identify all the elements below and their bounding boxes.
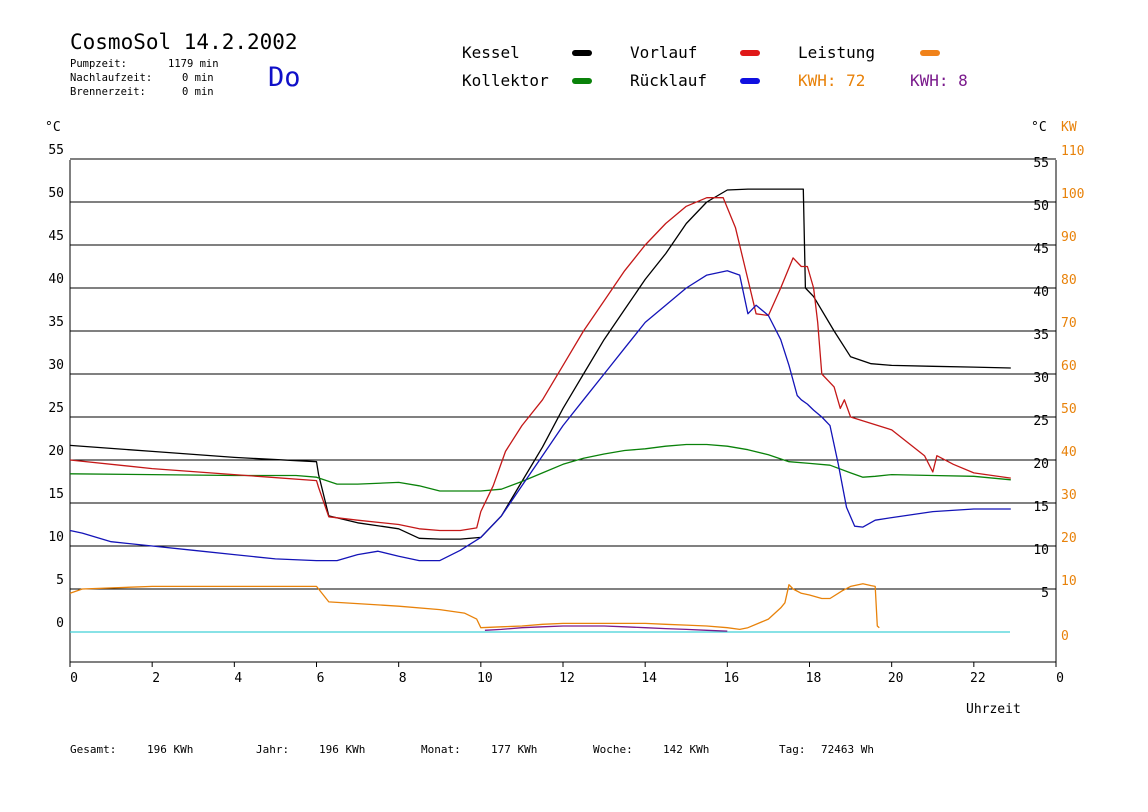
series-line-kwh2 bbox=[484, 625, 728, 632]
stat-label-nachlaufzeit: Nachlaufzeit: bbox=[70, 72, 153, 84]
y-tick-label-right-10: 50 bbox=[1033, 199, 1049, 214]
series-line-leistung bbox=[69, 583, 880, 631]
y-tick-label-11: 55 bbox=[48, 143, 64, 158]
x-tick-label-8: 16 bbox=[724, 671, 740, 686]
stat-value-brennerzeit: 0 min bbox=[182, 86, 214, 98]
legend-swatch-leistung bbox=[920, 50, 940, 56]
footer-tag-value: 72463 Wh bbox=[821, 743, 874, 756]
y2-tick-label-0: 0 bbox=[1061, 629, 1069, 644]
x-tick-label-7: 14 bbox=[641, 671, 657, 686]
footer-gesamt-label: Gesamt: bbox=[70, 743, 117, 756]
page-title: CosmoSol 14.2.2002 bbox=[70, 30, 298, 54]
y-tick-label-right-3: 15 bbox=[1033, 500, 1049, 515]
legend-swatch-ruecklauf bbox=[740, 78, 760, 84]
y2-tick-label-8: 80 bbox=[1061, 273, 1077, 288]
x-tick-label-2: 4 bbox=[234, 671, 242, 686]
legend-label-leistung: Leistung bbox=[798, 43, 876, 62]
legend-swatch-vorlauf bbox=[740, 50, 760, 56]
series-line-vorlauf bbox=[69, 197, 1011, 532]
y-axis-unit-right: °C bbox=[1031, 120, 1047, 135]
weekday-label: Do bbox=[268, 62, 301, 93]
y-tick-label-8: 40 bbox=[48, 272, 64, 287]
y-tick-label-7: 35 bbox=[48, 315, 64, 330]
footer-monat-label: Monat: bbox=[421, 743, 461, 756]
y2-tick-label-2: 20 bbox=[1061, 531, 1077, 546]
x-axis-label: Uhrzeit bbox=[966, 702, 1021, 717]
legend-label-kessel: Kessel bbox=[462, 43, 520, 62]
y-tick-label-right-6: 30 bbox=[1033, 371, 1049, 386]
x-tick-label-9: 18 bbox=[806, 671, 822, 686]
footer-gesamt-value: 196 KWh bbox=[147, 743, 194, 756]
legend-kwh-leistung: KWH: 72 bbox=[798, 71, 866, 90]
y-tick-label-right-2: 10 bbox=[1033, 543, 1049, 558]
legend-label-vorlauf: Vorlauf bbox=[630, 43, 698, 62]
legend-swatch-kollektor bbox=[572, 78, 592, 84]
footer-monat-value: 177 KWh bbox=[491, 743, 538, 756]
legend-label-ruecklauf: Rücklauf bbox=[630, 71, 708, 90]
y-tick-label-right-8: 40 bbox=[1033, 285, 1049, 300]
stat-label-pumpzeit: Pumpzeit: bbox=[70, 58, 127, 70]
x-tick-label-10: 20 bbox=[888, 671, 904, 686]
series-line-ruecklauf bbox=[69, 270, 1011, 562]
y-tick-label-6: 30 bbox=[48, 358, 64, 373]
legend-label-kollektor: Kollektor bbox=[462, 71, 549, 90]
y2-axis-unit-right: KW bbox=[1061, 120, 1077, 135]
x-tick-label-5: 10 bbox=[477, 671, 493, 686]
y2-tick-label-10: 100 bbox=[1061, 187, 1084, 202]
legend-kwh-secondary: KWH: 8 bbox=[910, 71, 968, 90]
footer-jahr-label: Jahr: bbox=[256, 743, 290, 756]
y2-tick-label-5: 50 bbox=[1061, 402, 1077, 417]
y-tick-label-1: 5 bbox=[56, 573, 64, 588]
series-line-kessel bbox=[69, 188, 1011, 540]
y-tick-label-right-9: 45 bbox=[1033, 242, 1049, 257]
stat-value-pumpzeit: 1179 min bbox=[168, 58, 219, 70]
footer-jahr-value: 196 KWh bbox=[319, 743, 366, 756]
y2-tick-label-4: 40 bbox=[1061, 445, 1077, 460]
y2-tick-label-1: 10 bbox=[1061, 574, 1077, 589]
y2-tick-label-11: 110 bbox=[1061, 144, 1084, 159]
series-line-kollektor bbox=[69, 443, 1011, 492]
y-tick-label-5: 25 bbox=[48, 401, 64, 416]
y2-tick-label-6: 60 bbox=[1061, 359, 1077, 374]
y-tick-label-2: 10 bbox=[48, 530, 64, 545]
x-tick-label-11: 22 bbox=[970, 671, 986, 686]
x-tick-label-1: 2 bbox=[152, 671, 160, 686]
x-tick-label-4: 8 bbox=[399, 671, 407, 686]
x-tick-label-12: 0 bbox=[1056, 671, 1064, 686]
y2-tick-label-9: 90 bbox=[1061, 230, 1077, 245]
y-tick-label-right-4: 20 bbox=[1033, 457, 1049, 472]
y2-tick-label-3: 30 bbox=[1061, 488, 1077, 503]
y-axis-unit-left: °C bbox=[45, 120, 61, 135]
y-tick-label-right-7: 35 bbox=[1033, 328, 1049, 343]
y-tick-label-3: 15 bbox=[48, 487, 64, 502]
footer-woche-value: 142 KWh bbox=[663, 743, 710, 756]
y-tick-label-10: 50 bbox=[48, 186, 64, 201]
y2-tick-label-7: 70 bbox=[1061, 316, 1077, 331]
y-tick-label-9: 45 bbox=[48, 229, 64, 244]
y-tick-label-right-1: 5 bbox=[1041, 586, 1049, 601]
y-tick-label-right-5: 25 bbox=[1033, 414, 1049, 429]
footer-woche-label: Woche: bbox=[593, 743, 633, 756]
y-tick-label-0: 0 bbox=[56, 616, 64, 631]
footer-tag-label: Tag: bbox=[779, 743, 806, 756]
stat-label-brennerzeit: Brennerzeit: bbox=[70, 86, 146, 98]
y-tick-label-right-11: 55 bbox=[1033, 156, 1049, 171]
y-tick-label-4: 20 bbox=[48, 444, 64, 459]
x-tick-label-3: 6 bbox=[317, 671, 325, 686]
x-tick-label-6: 12 bbox=[559, 671, 575, 686]
stat-value-nachlaufzeit: 0 min bbox=[182, 72, 214, 84]
x-tick-label-0: 0 bbox=[70, 671, 78, 686]
legend-swatch-kessel bbox=[572, 50, 592, 56]
